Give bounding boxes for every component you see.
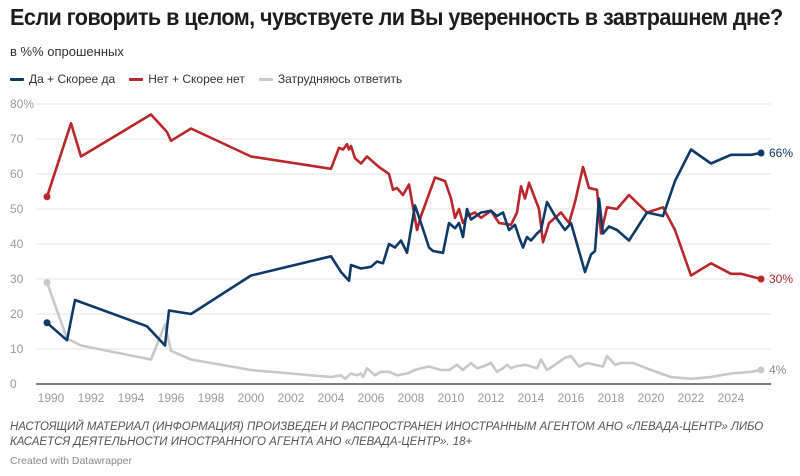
legend-swatch-yes bbox=[10, 77, 24, 81]
end-labels: 4% 30% 66% bbox=[769, 146, 793, 377]
chart-title: Если говорить в целом, чувствуете ли Вы … bbox=[10, 4, 783, 30]
x-tick-label: 2024 bbox=[718, 391, 745, 405]
x-tick-label: 2004 bbox=[318, 391, 345, 405]
x-tick-label: 2002 bbox=[278, 391, 305, 405]
x-tick-label: 2000 bbox=[238, 391, 265, 405]
line-chart: 0 10 20 30 40 50 60 70 80% 1990 1992 1994 1996 1998 2… bbox=[10, 97, 793, 405]
x-tick-label: 1994 bbox=[118, 391, 145, 405]
legend-item-no: Нет + Скорее нет bbox=[129, 72, 245, 86]
y-tick-label: 80% bbox=[10, 97, 34, 111]
y-tick-label: 10 bbox=[10, 342, 24, 356]
y-tick-label: 20 bbox=[10, 307, 24, 321]
legend-label-undecided: Затрудняюсь ответить bbox=[277, 72, 403, 86]
y-tick-label: 50 bbox=[10, 202, 24, 216]
series-end-label: 4% bbox=[769, 363, 787, 377]
y-axis-ticks: 0 10 20 30 40 50 60 70 80% bbox=[10, 97, 34, 391]
series-line-2 bbox=[45, 281, 763, 381]
y-tick-label: 40 bbox=[10, 237, 24, 251]
y-tick-label: 0 bbox=[10, 377, 17, 391]
legend-item-undecided: Затрудняюсь ответить bbox=[258, 72, 403, 86]
x-tick-label: 2006 bbox=[358, 391, 385, 405]
legend-label-no: Нет + Скорее нет bbox=[148, 72, 245, 86]
series-end-dot bbox=[757, 149, 765, 157]
x-tick-label: 2018 bbox=[598, 391, 625, 405]
x-tick-label: 2012 bbox=[478, 391, 505, 405]
legend-item-yes: Да + Скорее да bbox=[10, 72, 115, 86]
x-tick-label: 1990 bbox=[38, 391, 65, 405]
x-tick-label: 2014 bbox=[518, 391, 545, 405]
disclaimer-notes: НАСТОЯЩИЙ МАТЕРИАЛ (ИНФОРМАЦИЯ) ПРОИЗВЕД… bbox=[10, 420, 790, 450]
series-lines bbox=[43, 113, 765, 381]
series-start-dot bbox=[43, 319, 51, 327]
x-axis-ticks: 1990 1992 1994 1996 1998 2000 2002 2004 2006 2008… bbox=[38, 391, 745, 405]
x-tick-label: 2016 bbox=[558, 391, 585, 405]
series-end-dot bbox=[757, 275, 765, 283]
y-tick-label: 60 bbox=[10, 167, 24, 181]
y-tick-label: 70 bbox=[10, 132, 24, 146]
legend-label-yes: Да + Скорее да bbox=[29, 72, 116, 86]
legend-swatch-undecided bbox=[258, 77, 273, 81]
series-end-dot bbox=[757, 366, 765, 374]
grid-lines bbox=[36, 103, 771, 350]
chart-subtitle: в %% опрошенных bbox=[10, 44, 124, 59]
x-tick-label: 2020 bbox=[638, 391, 665, 405]
series-end-label: 30% bbox=[769, 272, 793, 286]
disclaimer-line-2: КАСАЕТСЯ ДЕЯТЕЛЬНОСТИ ИНОСТРАННОГО АГЕНТ… bbox=[10, 436, 473, 448]
x-tick-label: 1992 bbox=[78, 391, 105, 405]
x-tick-label: 2008 bbox=[398, 391, 425, 405]
legend-swatch-no bbox=[129, 77, 144, 81]
datawrapper-credit: Created with Datawrapper bbox=[10, 455, 132, 467]
x-tick-label: 2010 bbox=[438, 391, 465, 405]
series-end-label: 66% bbox=[769, 146, 793, 160]
y-tick-label: 30 bbox=[10, 272, 24, 286]
series-start-dot bbox=[43, 193, 51, 201]
disclaimer-line-1: НАСТОЯЩИЙ МАТЕРИАЛ (ИНФОРМАЦИЯ) ПРОИЗВЕД… bbox=[10, 421, 764, 433]
legend: Да + Скорее да Нет + Скорее нет Затрудня… bbox=[10, 72, 402, 86]
series-start-dot bbox=[43, 279, 51, 286]
series-line-0 bbox=[45, 148, 763, 347]
x-tick-label: 1998 bbox=[198, 391, 225, 405]
x-tick-label: 2022 bbox=[678, 391, 705, 405]
x-tick-label: 1996 bbox=[158, 391, 185, 405]
